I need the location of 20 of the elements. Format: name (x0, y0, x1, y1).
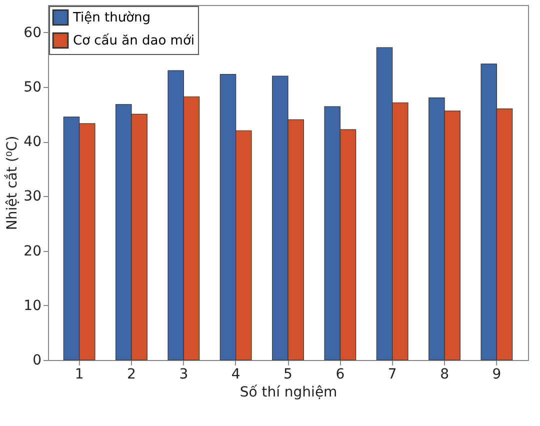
x-tick-label: 7 (388, 366, 397, 382)
x-axis-title: Số thí nghiệm (240, 384, 338, 400)
x-tick-label: 1 (74, 366, 84, 382)
x-tick-label: 6 (336, 366, 345, 382)
y-tick-label: 0 (32, 352, 42, 368)
x-tick-label: 2 (127, 366, 136, 382)
y-axis-title: Nhiệt cắt (⁰C) (4, 136, 21, 230)
y-tick-label: 20 (24, 243, 42, 260)
y-tick-label: 10 (24, 298, 42, 314)
x-tick-label: 3 (179, 366, 188, 382)
y-tick-label: 40 (24, 134, 42, 150)
x-tick-label: 9 (492, 366, 502, 382)
y-tick-label: 60 (24, 24, 42, 41)
legend-label: Cơ cấu ăn dao mới (73, 34, 195, 48)
y-tick-label: 30 (24, 188, 42, 205)
y-tick-label: 50 (24, 79, 42, 96)
legend-label: Tiện thường (72, 10, 151, 26)
x-tick-label: 5 (284, 366, 292, 382)
x-tick-label: 8 (440, 366, 449, 382)
x-tick-label: 4 (231, 366, 240, 382)
